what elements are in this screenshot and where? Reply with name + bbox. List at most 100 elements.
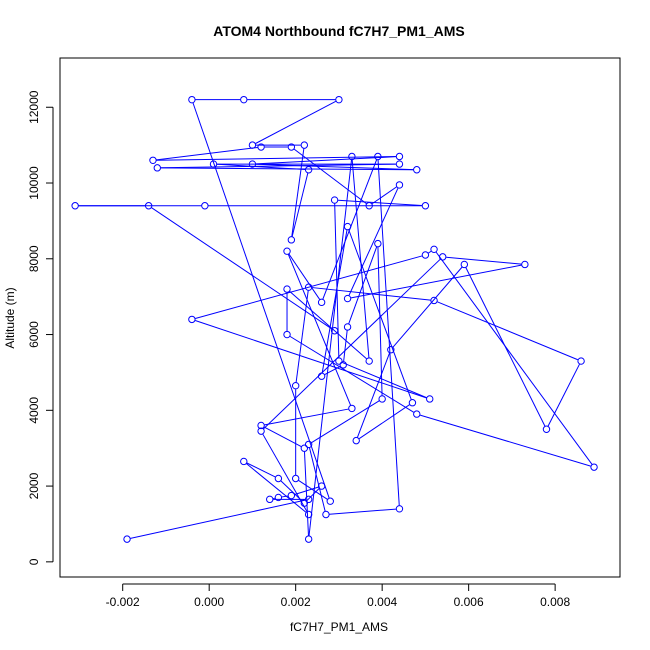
series-line-segment [377,247,383,396]
y-tick-label: 0 [27,558,41,565]
data-point [374,239,382,248]
series-line-segment [160,163,396,169]
data-point [395,505,404,513]
data-point [542,425,551,433]
data-point [387,346,395,354]
data-point [343,323,352,331]
series-line-segment [195,255,423,319]
series-line-segment [255,156,396,165]
series-line-segment [343,330,348,362]
data-point [460,260,469,269]
series-line-segment [263,426,302,448]
series-line-segment [358,404,410,440]
data-point [330,327,339,335]
data-point [274,474,283,483]
data-point [348,152,356,161]
data-point [257,143,265,151]
data-point [521,260,529,269]
series-line-segment [288,253,321,300]
series-lines [78,99,593,539]
data-point [330,196,339,204]
data-point [287,236,296,244]
series-line-segment [329,508,397,515]
data-point [365,357,373,365]
data-point [274,493,283,502]
data-point [317,482,326,490]
y-tick-label: 6000 [27,321,41,348]
series-line-segment [356,352,391,438]
series-line-segment [446,256,522,265]
series-line-segment [309,447,326,512]
series-line-segment [287,254,352,406]
series-line-segment [263,258,441,430]
x-tick-label: 0.002 [281,595,311,609]
series-line-segment [291,173,309,237]
data-point [590,463,598,471]
series-line-segment [437,301,579,361]
series-line-segment [156,146,258,161]
series-line-segment [289,291,367,360]
data-point [304,283,313,291]
series-line-segment [435,251,593,465]
data-point [304,440,313,449]
data-point [413,166,421,174]
data-point [304,535,313,543]
data-point [287,143,296,151]
series-line-segment [255,163,414,171]
data-point [322,510,330,519]
data-point [188,95,196,104]
data-point [257,421,265,430]
data-point [413,410,421,418]
data-point [144,202,153,210]
data-point [257,427,265,435]
data-point [248,141,257,149]
data-point [326,497,334,505]
series-line-segment [262,433,308,512]
series-line-segment [298,480,328,500]
x-tick-label: 0.008 [540,595,570,609]
series-line-segment [392,266,463,348]
series-line-segment [377,159,400,506]
data-point [188,315,196,324]
data-point [153,164,161,172]
series-line-segment [428,250,432,254]
data-point [240,457,248,466]
series-line-segment [308,159,352,536]
series-line-segment [156,156,396,161]
plot-frame [59,57,621,578]
data-point [291,474,300,483]
data-point [439,253,447,261]
series-line-segment [264,408,349,426]
x-axis: -0.002 0.000 0.002 0.004 0.006 0.008 [106,583,570,609]
x-tick-label: 0.006 [454,595,484,609]
series-line-segment [306,488,320,502]
data-point [71,202,79,210]
series-line-segment [311,400,380,443]
series-line-segment [246,462,276,478]
data-point [201,202,209,210]
data-point [123,535,131,543]
series-line-segment [130,499,306,539]
series-line-segment [303,451,309,536]
y-tick-label: 10000 [27,166,41,200]
data-point [335,95,343,104]
data-point [378,395,386,403]
series-line-segment [341,361,427,399]
series-line-segment [195,320,427,399]
data-point [426,395,434,403]
data-point [300,499,309,507]
data-point [240,95,248,104]
data-point [304,510,313,519]
series-line-segment [246,463,307,513]
data-point [248,160,257,168]
data-point [421,251,430,259]
y-tick-label: 12000 [27,90,41,124]
data-point [352,436,360,445]
data-point [317,372,326,380]
series-points [71,95,598,543]
data-point [291,381,300,390]
data-point [430,245,438,254]
data-point [408,399,417,407]
